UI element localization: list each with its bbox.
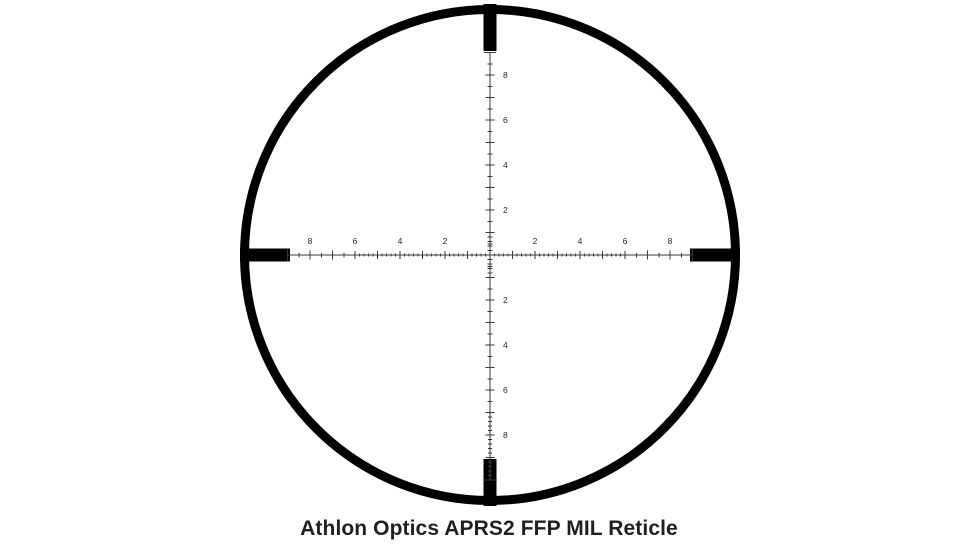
- tick-label: 4: [578, 236, 583, 246]
- tick-label: 4: [503, 340, 508, 350]
- tick-label: 2: [503, 295, 508, 305]
- reticle-tick-labels: 8 6 4 2 2 4 6 8 2 4 6 8 2 4 6 8: [308, 70, 673, 440]
- reticle-diagram: 8 6 4 2 2 4 6 8 2 4 6 8 2 4 6 8: [240, 4, 740, 506]
- reticle-tick-marks: [286, 51, 694, 481]
- tick-label: 4: [503, 160, 508, 170]
- tick-label: 6: [503, 115, 508, 125]
- tick-label: 2: [503, 205, 508, 215]
- tick-label: 8: [668, 236, 673, 246]
- figure-caption: Athlon Optics APRS2 FFP MIL Reticle: [300, 517, 678, 540]
- reticle-thick-posts: [240, 4, 740, 506]
- post-right: [690, 248, 740, 262]
- tick-label: 8: [503, 70, 508, 80]
- tick-label: 8: [308, 236, 313, 246]
- tick-label: 6: [503, 385, 508, 395]
- tick-label: 6: [353, 236, 358, 246]
- post-left: [240, 248, 290, 262]
- post-bottom: [483, 459, 497, 506]
- post-top: [483, 4, 497, 51]
- tick-label: 2: [533, 236, 538, 246]
- tick-label: 2: [443, 236, 448, 246]
- tick-label: 8: [503, 430, 508, 440]
- tick-label: 6: [623, 236, 628, 246]
- tick-label: 4: [398, 236, 403, 246]
